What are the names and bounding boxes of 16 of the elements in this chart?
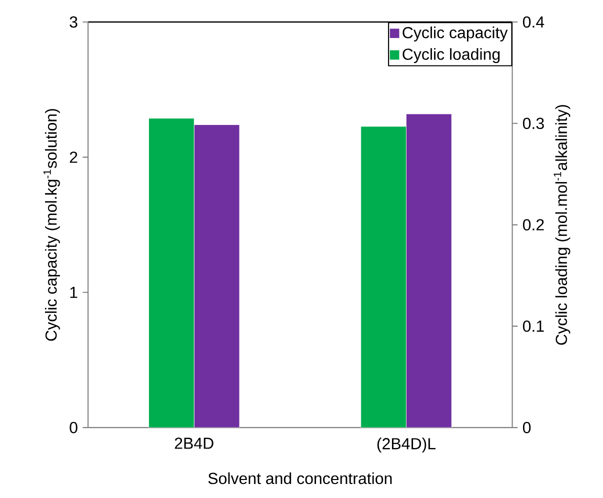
- y2-axis-title: Cyclic loading (mol.mol$^{-1}$alkalinity): [554, 105, 570, 345]
- y2-tick-label: 0.4: [522, 16, 544, 28]
- y2-tick-label: 0.1: [522, 320, 544, 332]
- legend-label: Cyclic capacity: [402, 26, 508, 42]
- y-axis-title: Cyclic capacity (mol.kg$^{-1}$solution): [43, 109, 60, 341]
- y2-tick-label: 0.3: [522, 118, 544, 130]
- y-tick-label: 0: [70, 422, 78, 434]
- y-tick-label: 1: [70, 287, 78, 298]
- y2-tick-label: 0.2: [522, 219, 544, 231]
- x-tick-label: (2B4D)L: [377, 438, 436, 453]
- legend-label: Cyclic loading: [402, 48, 500, 64]
- x-axis-title: Solvent and concentration: [208, 472, 392, 484]
- y2-tick-label: 0: [522, 422, 531, 434]
- x-tick-label: 2B4D: [174, 438, 214, 449]
- y-tick-label: 3: [70, 16, 78, 28]
- y-tick-label: 2: [70, 152, 78, 163]
